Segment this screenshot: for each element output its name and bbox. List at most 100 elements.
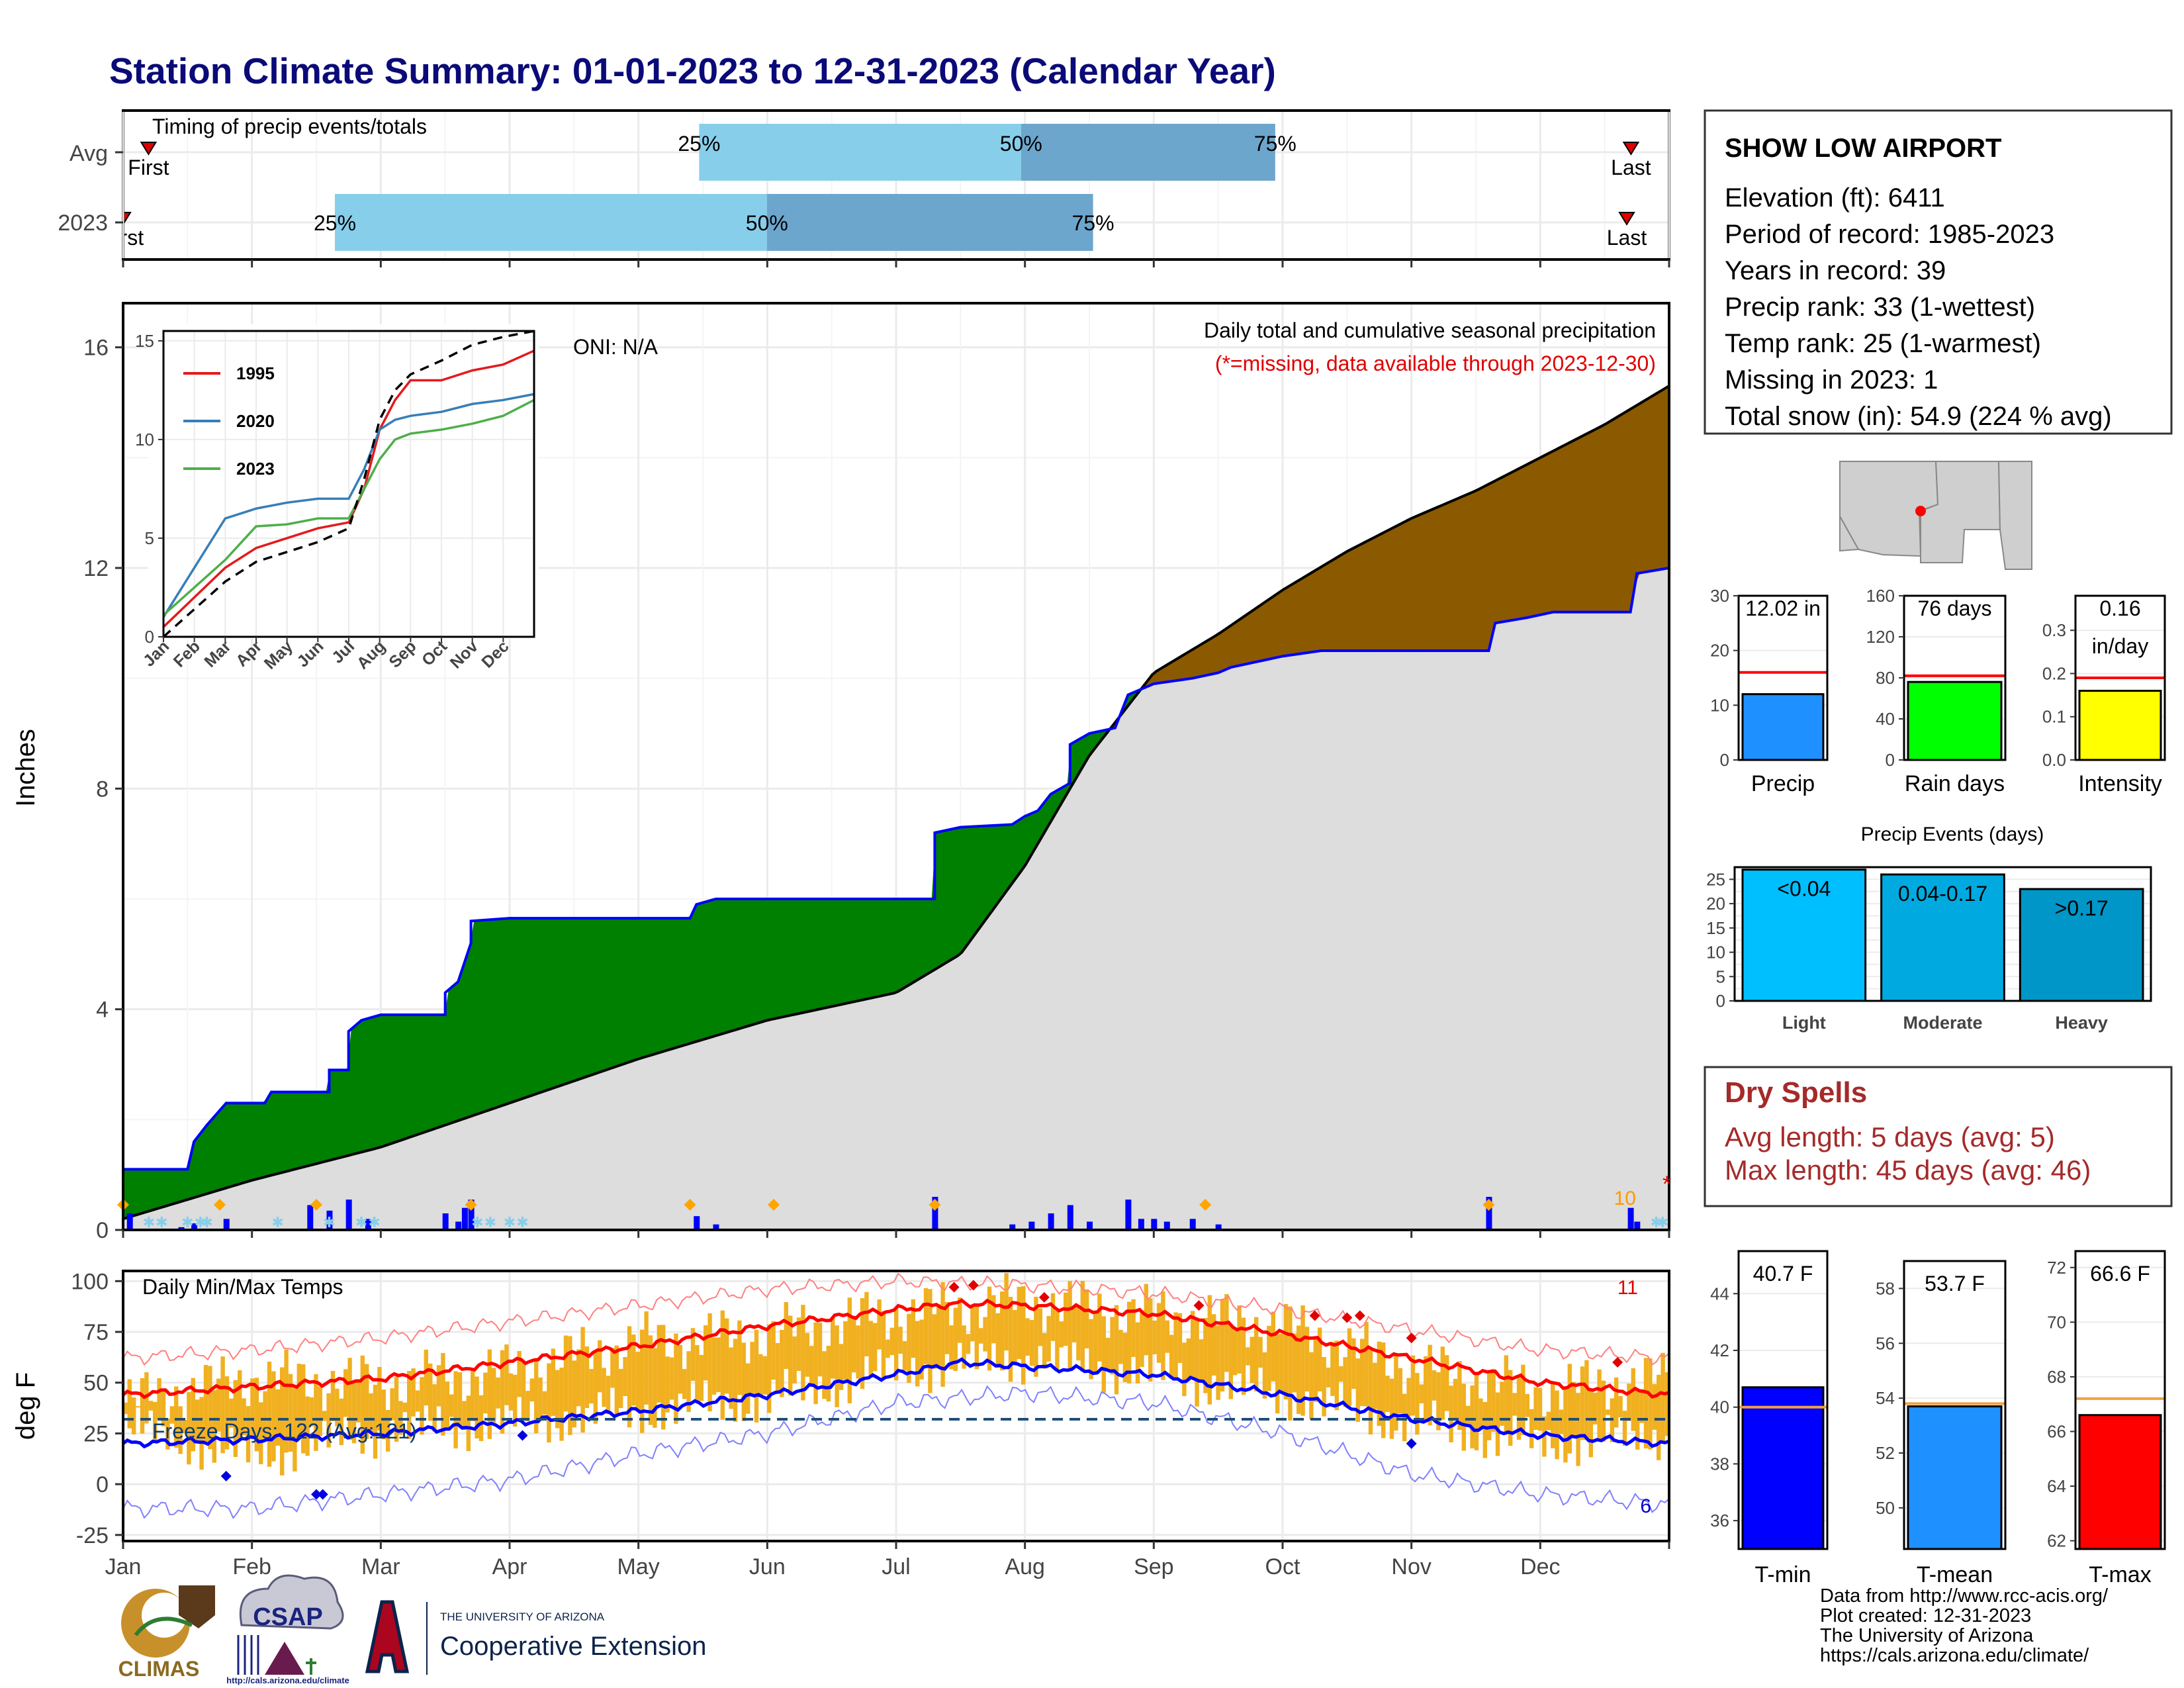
daily-temp-range-bar	[780, 1330, 784, 1397]
daily-precip-bar	[1486, 1197, 1492, 1230]
surplus-segment	[749, 898, 755, 1027]
daily-temp-range-bar	[707, 1313, 712, 1412]
station-info-line: Elevation (ft): 6411	[1725, 183, 1945, 212]
events-category-label: Moderate	[1903, 1013, 1982, 1033]
deficit-segment	[1203, 639, 1208, 677]
inset-series-2020	[162, 393, 535, 618]
temp-summary-t-max-ytick-label: 62	[2047, 1531, 2066, 1551]
daily-temp-range-bar	[716, 1337, 721, 1393]
daily-temp-range-bar	[224, 1376, 230, 1450]
daily-temp-range-bar	[471, 1368, 475, 1421]
surplus-segment	[770, 898, 776, 1021]
surplus-segment	[830, 898, 835, 1008]
daily-temp-range-bar	[1449, 1385, 1453, 1442]
daily-temp-range-bar	[1652, 1383, 1657, 1430]
station-info-line: Missing in 2023: 1	[1725, 365, 1938, 395]
daily-temp-range-bar	[750, 1342, 754, 1395]
summary-value-text: 12.02 in	[1745, 596, 1821, 620]
surplus-segment	[435, 1014, 441, 1129]
deficit-segment	[1346, 548, 1352, 651]
heavy-event-mark	[465, 1199, 477, 1211]
deficit-segment	[1367, 537, 1373, 651]
daily-temp-range-bar	[796, 1317, 801, 1372]
deficit-segment	[1266, 596, 1272, 661]
events-ytick-label: 25	[1706, 869, 1725, 889]
daily-temp-range-bar	[932, 1314, 936, 1369]
events-bar-light	[1741, 868, 1867, 1002]
daily-temp-range-bar	[631, 1334, 636, 1406]
surplus-segment	[783, 898, 789, 1017]
daily-precip-bar	[223, 1219, 230, 1230]
daily-temp-range-bar	[1169, 1335, 1174, 1379]
daily-temp-range-bar	[1254, 1317, 1259, 1391]
surplus-segment	[250, 1102, 255, 1182]
daily-temp-range-bar	[1156, 1303, 1161, 1363]
daily-temp-range-bar	[995, 1313, 1000, 1368]
record-high-mark	[948, 1282, 960, 1293]
timing-label-2023-p50: 50%	[746, 211, 788, 235]
daily-temp-range-bar	[1504, 1355, 1508, 1435]
daily-temp-range-bar	[436, 1365, 441, 1407]
summary-intensity-ytick-label: 0.0	[2042, 750, 2066, 770]
daily-temp-range-bar	[330, 1370, 336, 1421]
daily-temp-range-bar	[1470, 1385, 1475, 1449]
deficit-segment	[1381, 531, 1386, 651]
surplus-segment	[516, 917, 522, 1102]
deficit-segment	[1656, 390, 1661, 571]
daily-temp-range-bar	[402, 1402, 407, 1413]
daily-temp-range-bar	[1482, 1401, 1487, 1458]
surplus-segment	[601, 917, 607, 1072]
daily-temp-range-bar	[720, 1310, 725, 1420]
daily-temp-range-bar	[1639, 1389, 1644, 1423]
daily-temp-range-bar	[407, 1371, 412, 1439]
daily-temp-range-bar	[886, 1339, 890, 1358]
surplus-segment	[414, 1014, 420, 1137]
daily-temp-range-bar	[746, 1363, 751, 1414]
surplus-segment	[906, 898, 912, 988]
deficit-segment	[1482, 484, 1488, 651]
surplus-segment	[1007, 823, 1013, 890]
daily-temp-range-bar	[1406, 1378, 1411, 1417]
record-high-mark	[1354, 1310, 1365, 1321]
daily-temp-range-bar	[1093, 1311, 1098, 1373]
month-label: Nov	[1391, 1554, 1431, 1579]
daily-temp-range-bar	[661, 1325, 666, 1430]
temp-ytick-label: 25	[83, 1421, 109, 1446]
daily-temp-range-bar	[538, 1377, 543, 1419]
precip-missing-note: (*=missing, data available through 2023-…	[1215, 352, 1656, 375]
daily-temp-range-bar	[1258, 1336, 1263, 1368]
deficit-segment	[1219, 629, 1225, 673]
daily-temp-range-bar	[1212, 1314, 1216, 1376]
deficit-segment	[1448, 499, 1454, 651]
daily-temp-range-bar	[500, 1350, 505, 1434]
daily-temp-range-bar	[1322, 1357, 1326, 1417]
daily-precip-bar	[1163, 1221, 1170, 1230]
temp-summary-t-min-ytick-label: 36	[1710, 1511, 1729, 1530]
daily-temp-range-bar	[322, 1411, 327, 1421]
daily-temp-range-bar	[1521, 1364, 1525, 1435]
daily-temp-range-bar	[1127, 1301, 1132, 1384]
daily-temp-range-bar	[547, 1363, 551, 1443]
daily-temp-range-bar	[699, 1354, 704, 1401]
deficit-segment	[1279, 588, 1285, 658]
surplus-segment	[317, 1091, 323, 1164]
summary-rain-days: 0 40 80 120 160 Rain days 76 days	[1866, 586, 2007, 796]
daily-temp-range-bar	[1114, 1305, 1119, 1395]
deficit-segment	[1351, 546, 1357, 651]
dry-spells-avg: Avg length: 5 days (avg: 5)	[1725, 1121, 2055, 1152]
surplus-segment	[893, 898, 899, 994]
daily-precip-bar	[1009, 1224, 1016, 1230]
surplus-segment	[457, 970, 463, 1122]
daily-temp-range-bar	[132, 1397, 136, 1434]
daily-temp-range-bar	[915, 1321, 920, 1387]
temp-summary-t-mean-ytick-label: 50	[1876, 1498, 1895, 1518]
deficit-segment	[1300, 575, 1306, 655]
daily-temp-range-bar	[351, 1382, 357, 1444]
surplus-segment	[698, 902, 704, 1042]
daily-temp-range-bar	[801, 1305, 805, 1401]
record-low-mark	[311, 1489, 322, 1500]
surplus-segment	[643, 917, 649, 1058]
surplus-segment	[910, 898, 916, 985]
daily-temp-range-bar	[889, 1327, 894, 1356]
snow-mark: ✱	[143, 1214, 155, 1231]
